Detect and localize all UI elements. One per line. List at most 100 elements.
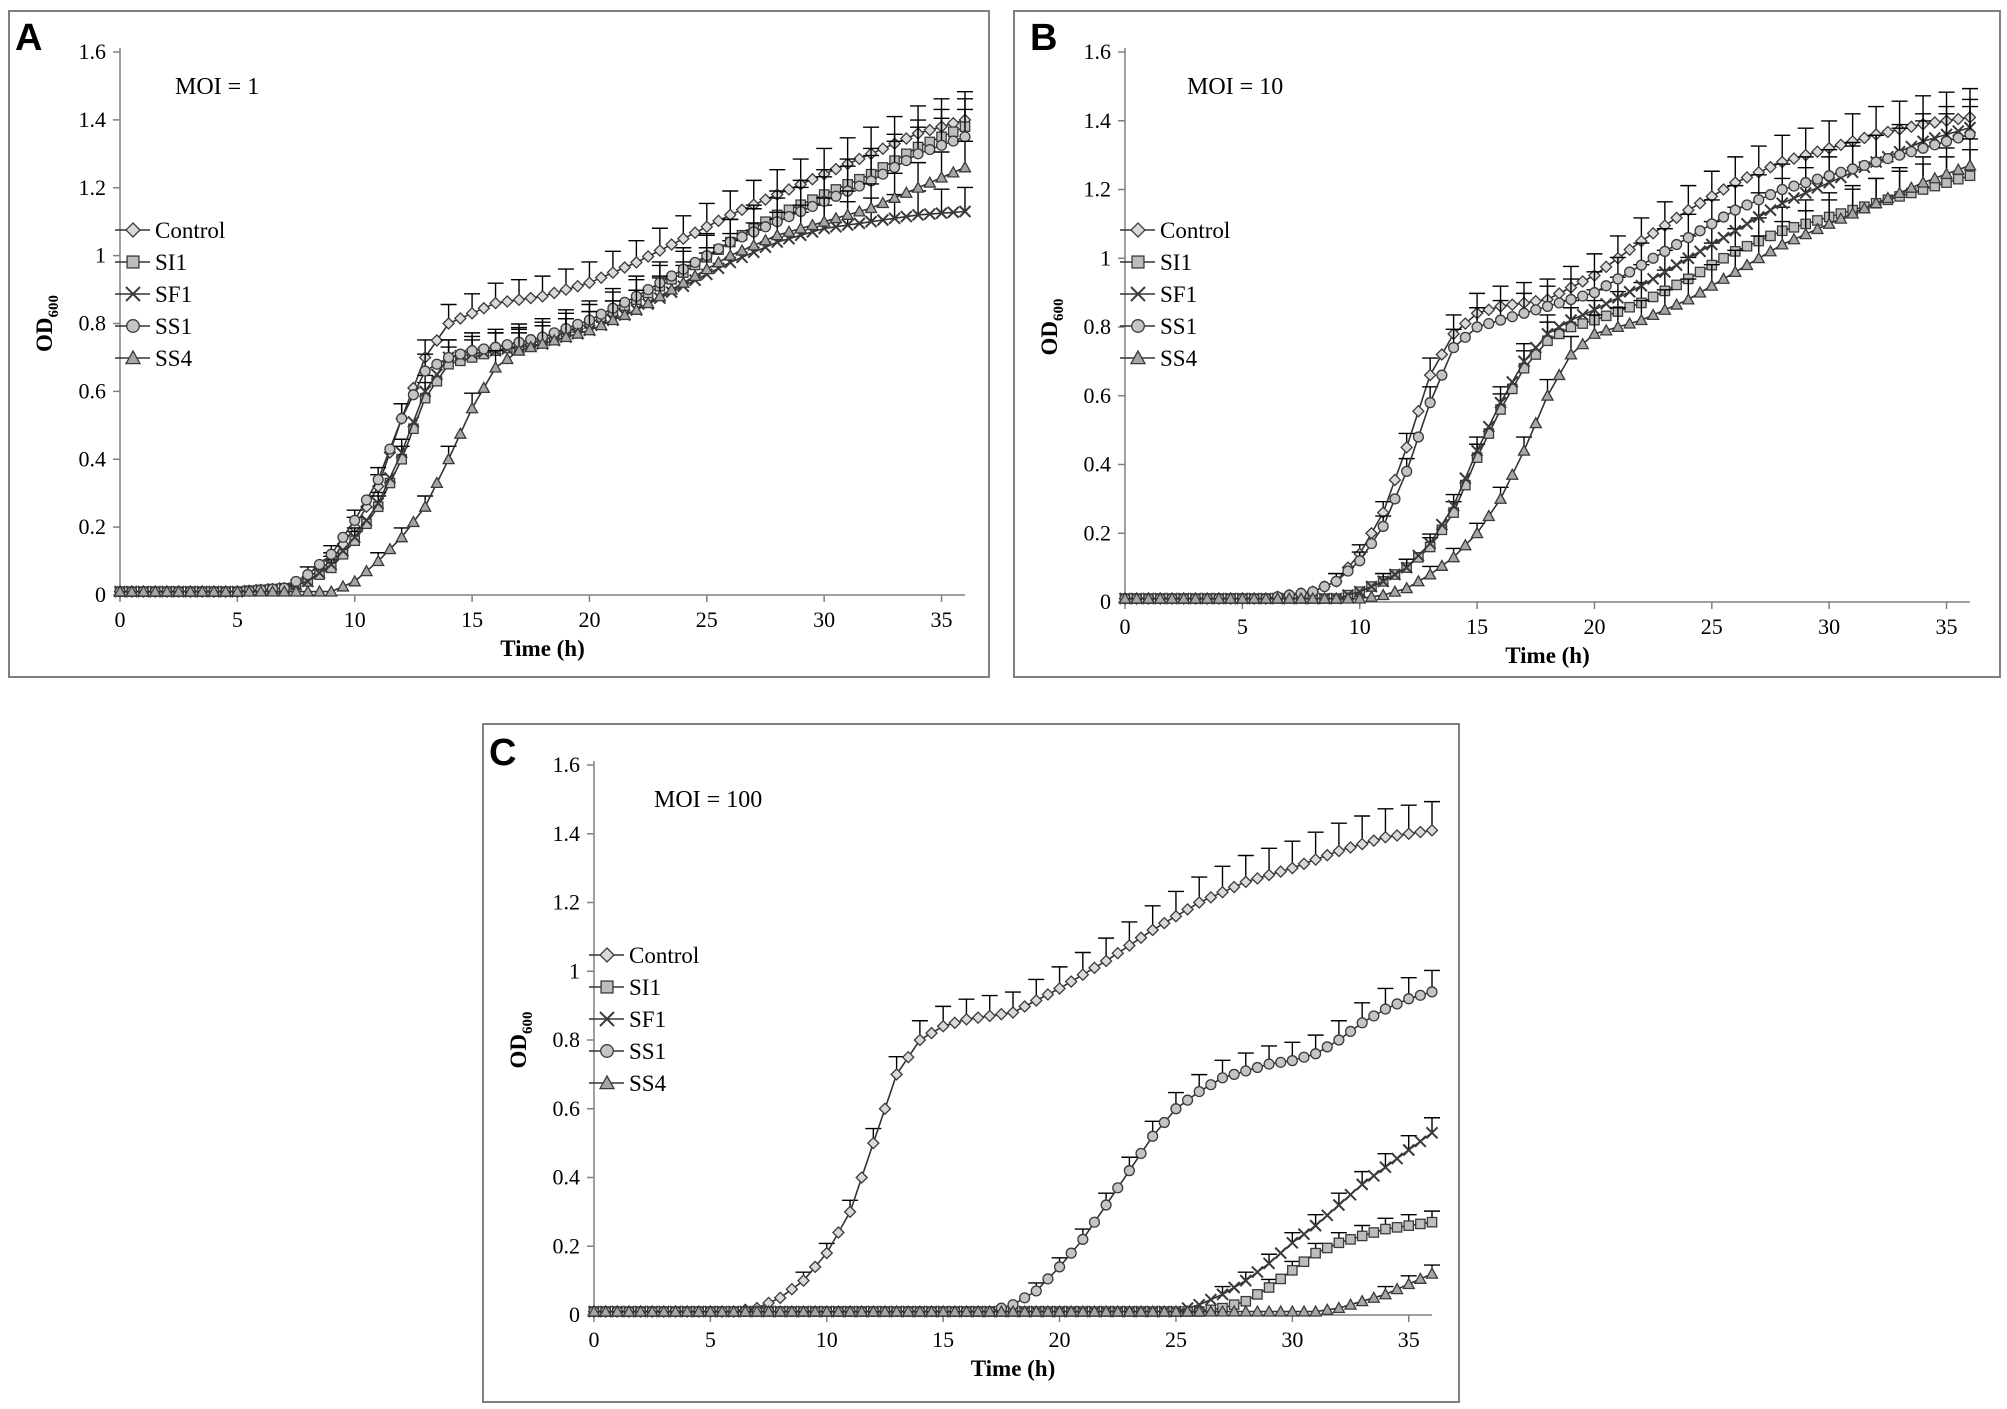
y-tick-label: 1.2 [79,175,107,200]
data-point [1775,237,1789,250]
data-point [1193,1298,1206,1311]
error-bar [1330,1192,1347,1205]
data-point [1916,175,1930,188]
data-point [900,155,912,167]
data-point [1435,518,1449,531]
data-point [736,231,748,243]
data-point [1379,1003,1392,1015]
x-tick-label: 15 [461,607,483,632]
data-point [1600,280,1612,292]
data-point [1041,1304,1055,1317]
data-point [876,142,890,156]
data-point [1364,590,1379,602]
x-tick-label: 5 [1237,614,1248,639]
data-point [348,574,362,587]
data-point [924,143,936,156]
data-point [1811,173,1824,185]
data-point [1764,189,1777,201]
data-point [806,200,819,213]
data-point [1400,440,1414,454]
data-point [1193,1085,1205,1098]
data-point [1415,1218,1426,1230]
data-point [606,313,620,326]
data-point [1530,304,1542,316]
y-tick-label: 0 [569,1302,580,1327]
data-point [1964,128,1976,141]
legend-entry: SF1 [1160,282,1197,307]
data-point [1212,591,1226,604]
data-point [1426,1216,1438,1228]
data-point [1928,116,1942,129]
data-point [1740,258,1754,271]
y-tick-label: 0.4 [1084,452,1112,477]
data-point [336,544,350,558]
y-tick-label: 1.6 [1084,39,1112,64]
data-point [1170,1103,1182,1115]
data-point [936,1304,950,1317]
data-point [148,584,162,597]
legend: Control SI1 SF1 SS1 SS4 [1120,218,1230,371]
data-point [1390,1152,1404,1165]
data-point [1134,931,1148,945]
data-point [1317,591,1332,604]
data-point [1494,314,1507,326]
data-point [1588,303,1601,317]
data-point [888,161,901,173]
data-point [1765,230,1776,242]
data-point [1064,975,1078,988]
data-point [1169,909,1183,923]
data-point [785,1304,799,1317]
data-point [1030,1285,1042,1297]
data-point [864,215,878,228]
legend-marker [1131,255,1145,269]
data-point [442,452,456,465]
legend-entry: SI1 [155,250,187,275]
data-point [571,326,585,339]
data-point [947,206,960,219]
data-point [900,210,913,223]
data-point [899,132,913,145]
data-point [418,385,432,398]
data-point [478,343,490,355]
data-point [1377,520,1389,532]
data-point [1671,279,1682,291]
data-point [195,584,209,597]
data-point [923,123,937,137]
data-point [1646,272,1660,286]
data-point [1448,342,1460,354]
data-point [1135,1147,1147,1160]
data-point [1355,837,1369,851]
data-point [1799,186,1812,200]
data-point [843,1304,857,1317]
legend-entry: Control [1160,218,1230,243]
data-point [657,1304,671,1317]
data-point [1306,591,1320,604]
data-point [371,497,385,510]
data-point [1718,252,1729,264]
data-point [571,279,585,293]
data-point [1215,1304,1230,1317]
y-tick-label: 0.4 [79,446,107,471]
data-point [1717,231,1730,244]
data-point [759,193,772,207]
data-point [1693,196,1707,210]
data-point [1100,1199,1112,1211]
data-point [1635,259,1647,271]
legend-marker [126,255,140,269]
data-point [1029,1304,1043,1317]
data-point [1414,989,1426,1001]
data-point [1694,266,1706,278]
data-point [1669,297,1684,310]
data-point [1309,1219,1322,1232]
data-point [524,340,538,353]
data-point [1388,584,1402,597]
y-axis-label-subscript: 600 [520,1012,536,1035]
data-point [583,276,596,290]
data-point [1368,1010,1380,1022]
error-bar [1354,1170,1371,1185]
data-point [618,308,632,321]
data-point [1227,1281,1241,1294]
data-point [1553,297,1565,309]
data-point [1321,1242,1333,1254]
data-point [1623,285,1636,298]
